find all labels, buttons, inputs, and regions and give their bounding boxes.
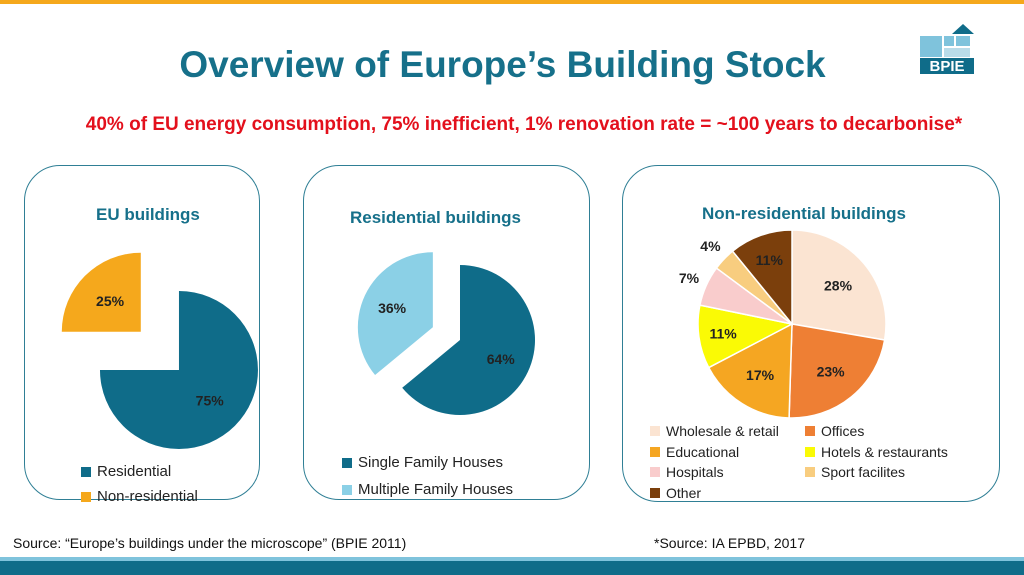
legend-item-wholesale-retail: Wholesale & retail bbox=[650, 421, 805, 442]
pie-label-wholesale-retail: 28% bbox=[824, 277, 853, 293]
legend-label: Hospitals bbox=[666, 464, 724, 480]
legend-item-single-family: Single Family Houses bbox=[342, 449, 513, 476]
legend-item-other: Other bbox=[650, 483, 805, 504]
pie-slice-residential bbox=[99, 290, 258, 449]
residential-buildings-title: Residential buildings bbox=[350, 208, 521, 227]
residential-buildings-pie: 64% 36% bbox=[357, 252, 535, 415]
legend-label: Sport facilites bbox=[821, 464, 906, 480]
pie-slice-non-residential bbox=[61, 252, 141, 332]
pie-label-other: 11% bbox=[756, 252, 784, 268]
legend-swatch bbox=[805, 426, 815, 437]
pie-label-residential: 75% bbox=[196, 393, 225, 409]
residential-buildings-panel bbox=[303, 165, 590, 500]
pie-slice-offices bbox=[788, 323, 886, 419]
eu-buildings-pie: 75% 25% bbox=[61, 252, 258, 449]
legend-label: Residential bbox=[97, 463, 172, 480]
bottom-accent-bar bbox=[0, 561, 1024, 575]
pie-slice-wholesale-retail bbox=[791, 229, 887, 341]
eu-buildings-title: EU buildings bbox=[96, 205, 200, 224]
legend-item-sport-facilites: Sport facilites bbox=[805, 462, 965, 483]
legend-label: Educational bbox=[666, 443, 740, 460]
bpie-logo-text: BPIE bbox=[929, 58, 964, 75]
bpie-logo: BPIE bbox=[920, 24, 974, 75]
legend-swatch bbox=[81, 466, 91, 477]
page-subtitle: 40% of EU energy consumption, 75% ineffi… bbox=[85, 114, 963, 135]
legend-swatch bbox=[342, 457, 352, 468]
legend-swatch bbox=[650, 446, 660, 457]
pie-label-single-family-houses: 64% bbox=[487, 351, 516, 367]
legend-label: Other bbox=[666, 484, 702, 501]
legend-swatch bbox=[805, 446, 815, 457]
legend-swatch bbox=[81, 491, 91, 502]
pie-slice-multiple-family-houses bbox=[357, 252, 433, 376]
legend-item-offices: Offices bbox=[805, 421, 965, 442]
legend-swatch bbox=[650, 426, 660, 437]
legend-label: Hotels & restaurants bbox=[821, 443, 948, 460]
non-residential-buildings-panel bbox=[622, 165, 1000, 502]
legend-label: Non-residential bbox=[97, 488, 198, 505]
pie-slice-other bbox=[731, 229, 793, 327]
legend-swatch bbox=[650, 487, 660, 498]
pie-label-hotels-restaurants: 11% bbox=[709, 326, 737, 342]
legend-item-residential: Residential bbox=[81, 459, 198, 484]
legend-item-educational: Educational bbox=[650, 442, 805, 463]
eu-buildings-legend: Residential Non-residential bbox=[81, 459, 198, 509]
legend-item-hospitals: Hospitals bbox=[650, 462, 805, 483]
legend-item-hotels-restaurants: Hotels & restaurants bbox=[805, 442, 965, 463]
legend-label: Multiple Family Houses bbox=[358, 481, 514, 498]
pie-label-sport-facilites: 4% bbox=[700, 238, 721, 254]
non-residential-buildings-title: Non-residential buildings bbox=[702, 204, 907, 223]
legend-label: Offices bbox=[821, 423, 865, 439]
top-accent-bar bbox=[0, 0, 1024, 4]
source-left: Source: “Europe’s buildings under the mi… bbox=[13, 535, 407, 551]
legend-swatch bbox=[342, 484, 352, 495]
legend-label: Single Family Houses bbox=[358, 454, 504, 471]
pie-label-non-residential: 25% bbox=[96, 293, 125, 309]
legend-swatch bbox=[650, 467, 660, 478]
page-title: Overview of Europe’s Building Stock bbox=[179, 44, 826, 85]
source-right: *Source: IA EPBD, 2017 bbox=[654, 535, 805, 551]
non-residential-buildings-pie: 28% 23% 17% 11% 7%4% 11% bbox=[679, 229, 887, 419]
bottom-accent-bar-light bbox=[0, 557, 1024, 561]
legend-swatch bbox=[805, 467, 815, 478]
legend-item-multiple-family: Multiple Family Houses bbox=[342, 476, 513, 503]
pie-label-hospitals: 7% bbox=[679, 270, 700, 286]
legend-label: Wholesale & retail bbox=[666, 423, 779, 439]
pie-label-offices: 23% bbox=[817, 363, 846, 379]
pie-label-multiple-family-houses: 36% bbox=[378, 300, 407, 316]
residential-buildings-legend: Single Family Houses Multiple Family Hou… bbox=[342, 449, 513, 503]
pie-slice-educational bbox=[707, 322, 793, 419]
legend-item-non-residential: Non-residential bbox=[81, 484, 198, 509]
non-residential-buildings-legend: Wholesale & retail Offices Educational H… bbox=[650, 421, 965, 503]
pie-label-educational: 17% bbox=[746, 367, 775, 383]
pie-slice-single-family-houses bbox=[402, 265, 535, 415]
eu-buildings-panel bbox=[24, 165, 260, 500]
